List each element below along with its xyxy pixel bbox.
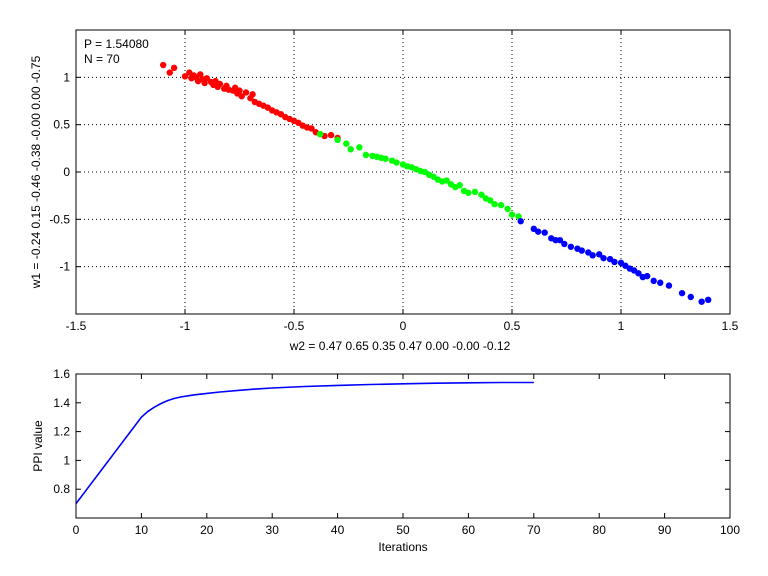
- scatter-point: [203, 75, 210, 82]
- x-tick-label: -1.5: [66, 319, 87, 333]
- scatter-point: [611, 258, 618, 266]
- scatter-point: [471, 188, 479, 196]
- x-tick-label: 80: [593, 523, 607, 537]
- scatter-point: [487, 197, 494, 204]
- scatter-point: [181, 73, 189, 80]
- scatter-point: [556, 236, 564, 244]
- scatter-point: [343, 140, 350, 147]
- x-tick-label: -1: [180, 319, 191, 333]
- scatter-point: [334, 136, 341, 144]
- x-tick-label: 40: [331, 523, 345, 537]
- x-tick-label: 10: [135, 523, 149, 537]
- scatter-point: [657, 279, 664, 286]
- scatter-point: [578, 247, 585, 254]
- y-tick-label: 1.2: [53, 425, 70, 439]
- scatter-point: [393, 159, 400, 166]
- line-ticks: 0 10 20 30 40 50 60 70 80 90 100 0.8 1 1.2 1.4 1.6: [53, 367, 740, 537]
- scatter-grid: [76, 30, 730, 314]
- y-tick-label: 1.6: [53, 367, 70, 381]
- x-tick-label: 1: [618, 319, 625, 333]
- scatter-point: [541, 229, 548, 236]
- y-tick-label: -0.5: [49, 212, 70, 226]
- scatter-point: [242, 89, 250, 96]
- annotation-n: N = 70: [84, 52, 120, 66]
- scatter-point: [665, 282, 673, 289]
- scatter-point: [382, 155, 389, 162]
- ppi-line: [75, 381, 534, 505]
- x-tick-label: 100: [720, 523, 740, 537]
- x-tick-label: -0.5: [284, 319, 305, 333]
- scatter-point: [635, 270, 642, 277]
- x-tick-label: 1.5: [722, 319, 739, 333]
- x-tick-label: 30: [266, 523, 280, 537]
- x-tick-label: 50: [396, 523, 410, 537]
- scatter-point: [478, 191, 485, 198]
- scatter-point: [567, 243, 575, 250]
- scatter-point: [534, 228, 542, 235]
- y-tick-label: 1: [63, 453, 70, 467]
- scatter-point: [456, 182, 463, 189]
- scatter-point: [238, 93, 245, 100]
- scatter-point: [650, 277, 657, 285]
- scatter-point: [497, 201, 505, 209]
- x-tick-label: 20: [200, 523, 214, 537]
- y-tick-label: 1.4: [53, 396, 70, 410]
- scatter-point: [170, 64, 178, 72]
- scatter-point: [308, 125, 315, 132]
- scatter-y-axis-label: w1 = -0.24 0.15 -0.46 -0.38 -0.00 0.00 -…: [29, 55, 43, 289]
- x-tick-label: 60: [462, 523, 476, 537]
- scatter-point: [443, 177, 450, 184]
- scatter-point: [678, 289, 686, 297]
- scatter-point: [561, 240, 568, 248]
- scatter-point: [465, 189, 472, 197]
- scatter-point: [517, 218, 524, 225]
- scatter-point: [327, 131, 335, 139]
- x-tick-label: 0: [400, 319, 407, 333]
- scatter-point: [698, 298, 705, 305]
- y-tick-label: 0: [63, 165, 70, 179]
- y-tick-label: 0.5: [53, 118, 70, 132]
- scatter-point: [316, 130, 324, 138]
- x-tick-label: 90: [658, 523, 672, 537]
- annotation-p: P = 1.54080: [84, 37, 149, 51]
- scatter-point: [160, 61, 167, 69]
- scatter-plot: -1.5 -1 -0.5 0 0.5 1 1.5 -1 -0.5 0 0.5 1 P = 1.5408…: [29, 29, 739, 353]
- scatter-point: [600, 254, 607, 262]
- scatter-point: [236, 87, 243, 94]
- scatter-points: [160, 61, 712, 305]
- scatter-x-axis-label: w2 = 0.47 0.65 0.35 0.47 0.00 -0.00 -0.1…: [289, 339, 511, 353]
- line-plot: 0 10 20 30 40 50 60 70 80 90 100 0.8 1 1.2 1.4 1.6 Iter…: [31, 367, 740, 554]
- y-tick-label: 0.8: [53, 482, 70, 496]
- scatter-point: [705, 296, 712, 303]
- scatter-point: [166, 69, 173, 76]
- line-x-axis-label: Iterations: [378, 540, 427, 554]
- scatter-point: [596, 251, 603, 258]
- y-tick-label: 1: [63, 70, 70, 84]
- scatter-point: [362, 151, 370, 159]
- scatter-point: [249, 91, 256, 98]
- line-y-axis-label: PPI value: [31, 420, 45, 472]
- scatter-point: [643, 272, 651, 280]
- scatter-ticks: -1.5 -1 -0.5 0 0.5 1 1.5 -1 -0.5 0 0.5 1: [49, 30, 739, 333]
- scatter-point: [491, 200, 498, 208]
- x-tick-label: 0.5: [504, 319, 521, 333]
- scatter-point: [216, 80, 224, 88]
- y-tick-label: -1: [59, 260, 70, 274]
- scatter-point: [687, 293, 694, 301]
- x-tick-label: 70: [527, 523, 541, 537]
- x-tick-label: 0: [73, 523, 80, 537]
- ppi-series-line: [75, 381, 534, 505]
- scatter-point: [508, 211, 516, 218]
- scatter-point: [589, 252, 596, 259]
- line-plot-area: [76, 374, 730, 518]
- scatter-point: [347, 146, 354, 153]
- scatter-point: [504, 205, 511, 213]
- scatter-point: [356, 144, 363, 151]
